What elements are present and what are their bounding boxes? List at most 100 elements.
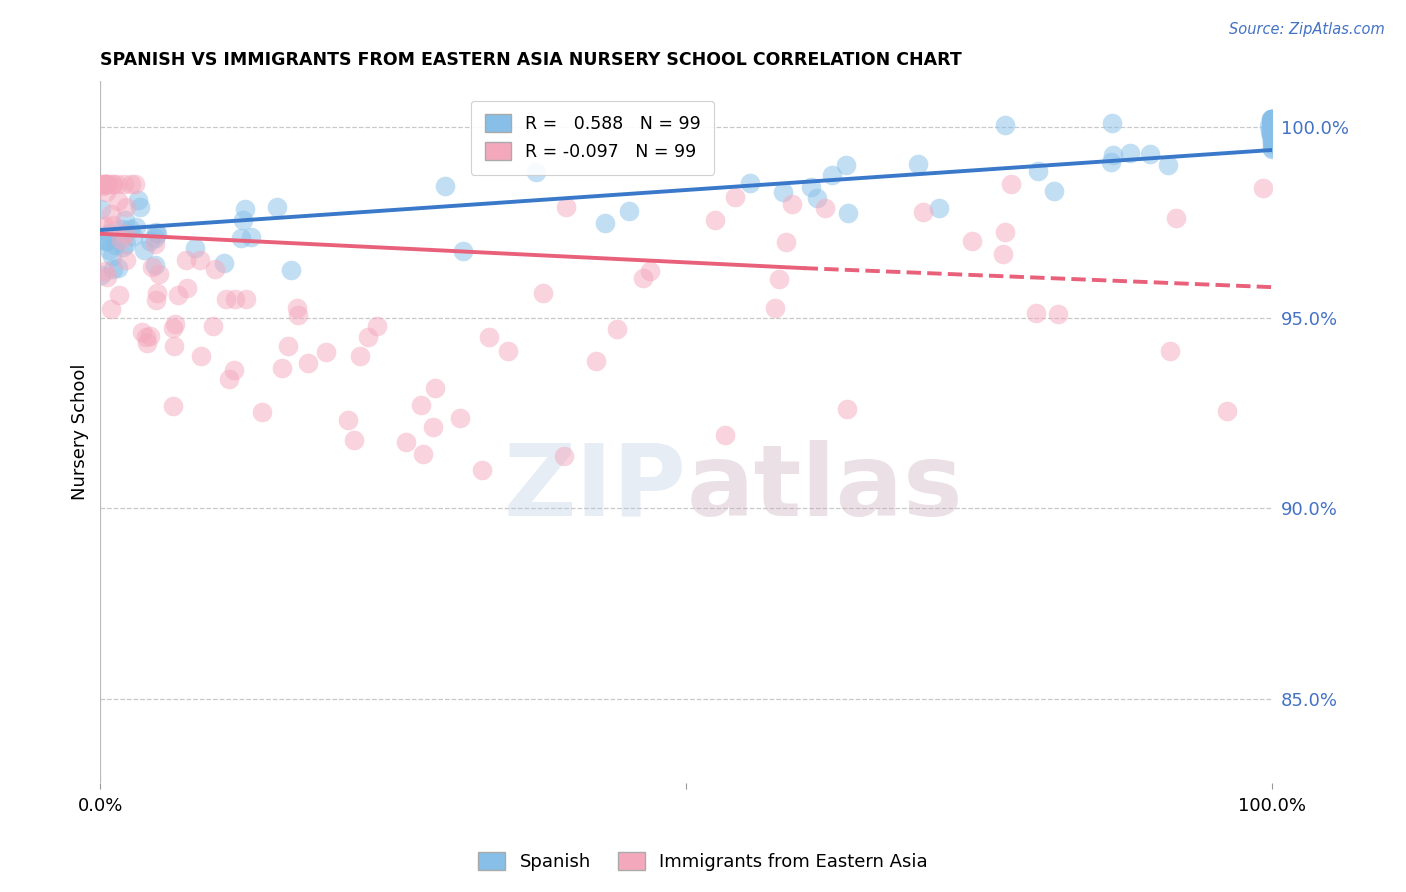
Point [218, 372, 240, 386]
Point [1025, 306, 1047, 320]
Point [1261, 112, 1284, 127]
Point [129, 200, 152, 214]
Point [90, 178, 112, 192]
Point [994, 225, 1017, 239]
Point [101, 178, 124, 192]
Point [122, 229, 145, 244]
Text: ZIP: ZIP [503, 440, 686, 537]
Point [94, 178, 117, 192]
Point [167, 288, 190, 302]
Point [174, 253, 197, 268]
Point [145, 293, 167, 307]
Point [1261, 114, 1284, 128]
Point [96, 234, 118, 248]
Point [233, 202, 256, 217]
Point [1258, 124, 1281, 138]
Point [94, 178, 117, 192]
Point [619, 204, 641, 219]
Point [814, 201, 837, 215]
Point [111, 240, 134, 254]
Point [1261, 130, 1284, 145]
Point [336, 413, 359, 427]
Point [477, 329, 499, 343]
Point [342, 434, 364, 448]
Point [91, 178, 114, 193]
Legend: R =   0.588   N = 99, R = -0.097   N = 99: R = 0.588 N = 99, R = -0.097 N = 99 [471, 101, 714, 175]
Point [704, 213, 727, 227]
Point [143, 258, 166, 272]
Point [1260, 112, 1282, 127]
Text: atlas: atlas [686, 440, 963, 537]
Point [114, 213, 136, 227]
Point [222, 362, 245, 376]
Point [738, 177, 761, 191]
Text: Source: ZipAtlas.com: Source: ZipAtlas.com [1229, 22, 1385, 37]
Point [1261, 141, 1284, 155]
Point [148, 267, 170, 281]
Point [162, 399, 184, 413]
Point [100, 302, 122, 317]
Point [395, 434, 418, 449]
Point [1251, 181, 1274, 195]
Point [496, 343, 519, 358]
Point [1157, 158, 1180, 172]
Point [960, 234, 983, 248]
Point [993, 246, 1015, 260]
Point [165, 317, 187, 331]
Point [101, 178, 124, 192]
Point [1102, 147, 1125, 161]
Point [638, 264, 661, 278]
Point [1261, 136, 1284, 151]
Point [107, 260, 129, 275]
Point [103, 262, 125, 277]
Point [1261, 117, 1284, 131]
Point [115, 253, 138, 268]
Point [763, 301, 786, 315]
Point [139, 328, 162, 343]
Point [110, 233, 132, 247]
Point [1047, 307, 1070, 321]
Point [928, 201, 950, 215]
Point [631, 271, 654, 285]
Point [1261, 112, 1284, 127]
Point [176, 281, 198, 295]
Point [1261, 116, 1284, 130]
Point [357, 329, 380, 343]
Point [124, 220, 146, 235]
Point [1119, 145, 1142, 160]
Point [772, 185, 794, 199]
Point [224, 292, 246, 306]
Point [1261, 114, 1284, 128]
Point [94, 185, 117, 199]
Point [287, 308, 309, 322]
Point [101, 248, 124, 262]
Point [285, 301, 308, 315]
Point [1260, 125, 1282, 139]
Point [453, 244, 475, 259]
Point [994, 118, 1017, 132]
Point [799, 180, 821, 194]
Point [1260, 120, 1282, 134]
Point [107, 194, 129, 209]
Point [115, 200, 138, 214]
Point [118, 222, 141, 236]
Point [143, 231, 166, 245]
Point [124, 178, 146, 192]
Point [837, 401, 859, 416]
Point [232, 212, 254, 227]
Point [111, 222, 134, 236]
Point [143, 237, 166, 252]
Point [585, 354, 607, 368]
Point [120, 178, 142, 192]
Point [553, 449, 575, 463]
Point [820, 168, 842, 182]
Point [1261, 142, 1284, 156]
Point [1260, 113, 1282, 128]
Point [90, 268, 112, 282]
Point [214, 256, 236, 270]
Point [806, 190, 828, 204]
Point [104, 238, 127, 252]
Point [1261, 127, 1284, 141]
Point [1260, 123, 1282, 137]
Point [409, 398, 432, 412]
